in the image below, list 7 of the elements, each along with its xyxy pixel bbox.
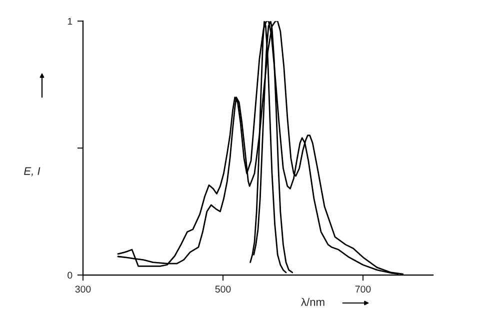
- y-axis-title: E, I: [24, 167, 40, 176]
- x-tick-label: 700: [355, 286, 371, 293]
- y-tick-label: 0: [68, 272, 72, 279]
- x-tick-label: 300: [75, 286, 91, 293]
- x-axis-title: λ/nm: [301, 298, 324, 306]
- y-tick-label: 1: [68, 18, 72, 25]
- x-tick-label: 500: [215, 286, 231, 293]
